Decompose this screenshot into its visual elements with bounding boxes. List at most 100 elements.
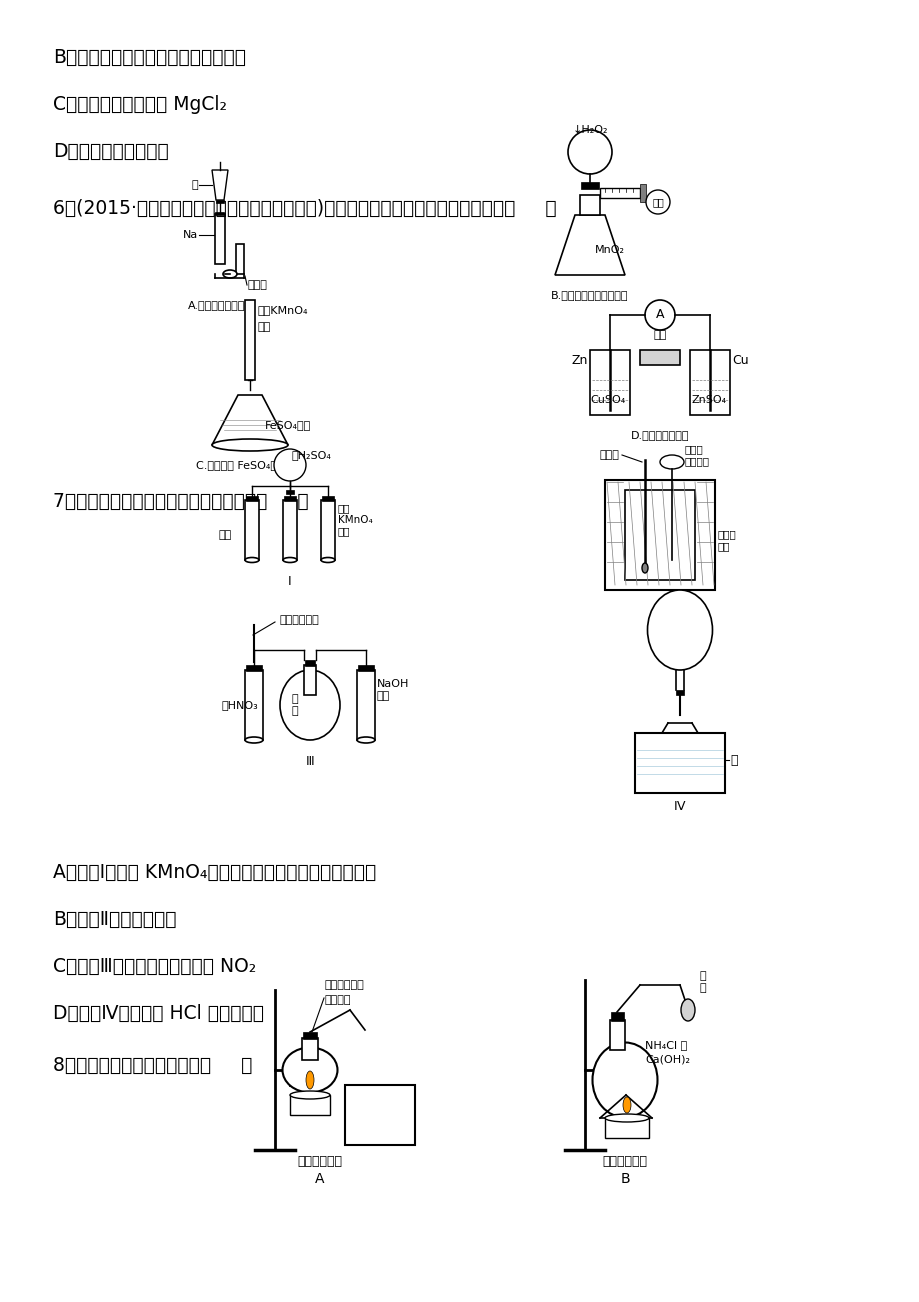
Text: 溶液: 溶液	[257, 322, 271, 332]
Text: A: A	[655, 309, 664, 322]
Bar	[322, 496, 334, 501]
Ellipse shape	[647, 590, 711, 671]
Ellipse shape	[622, 1098, 630, 1113]
Polygon shape	[211, 395, 288, 445]
Text: A．实验Ⅰ：酸性 KMnO₄溶液中出现气泡，且颜色逐渐褪去: A．实验Ⅰ：酸性 KMnO₄溶液中出现气泡，且颜色逐渐褪去	[53, 863, 376, 881]
Text: Cu: Cu	[732, 354, 748, 366]
Text: ZnSO₄: ZnSO₄	[691, 395, 726, 405]
Text: 和碎瓷片: 和碎瓷片	[324, 995, 351, 1005]
Bar	[624, 490, 694, 579]
Text: 8．下列实验装置图正确的是（     ）: 8．下列实验装置图正确的是（ ）	[53, 1056, 253, 1074]
Text: NH₄Cl 和: NH₄Cl 和	[644, 1040, 686, 1049]
Text: ↓H₂O₂: ↓H₂O₂	[572, 125, 607, 135]
Text: 空
气: 空 气	[291, 694, 298, 716]
Text: CuSO₄: CuSO₄	[589, 395, 625, 405]
Text: A.验证反应的热效应: A.验证反应的热效应	[187, 299, 252, 310]
Text: Na: Na	[183, 230, 198, 240]
Ellipse shape	[659, 454, 683, 469]
Ellipse shape	[244, 737, 263, 743]
Circle shape	[274, 449, 306, 480]
Bar	[244, 299, 255, 380]
Text: 可抽动的铜丝: 可抽动的铜丝	[279, 615, 320, 625]
Bar	[640, 184, 645, 202]
Text: B．实验Ⅱ：中和热测定: B．实验Ⅱ：中和热测定	[53, 910, 176, 928]
Ellipse shape	[592, 1043, 657, 1117]
Bar	[357, 671, 375, 740]
Text: NaOH
溶液: NaOH 溶液	[377, 680, 409, 700]
Polygon shape	[554, 215, 624, 275]
Text: 实验室制氨气: 实验室制氨气	[602, 1155, 647, 1168]
Bar	[357, 665, 374, 671]
Ellipse shape	[222, 270, 237, 279]
Ellipse shape	[680, 999, 694, 1021]
Bar	[640, 350, 679, 365]
Text: 蔗糖: 蔗糖	[219, 530, 232, 540]
Text: D.构成铜锌原电池: D.构成铜锌原电池	[630, 430, 688, 440]
Text: 棉
花: 棉 花	[699, 971, 706, 993]
Bar	[305, 660, 314, 667]
Ellipse shape	[321, 557, 335, 562]
Text: 浓HNO₃: 浓HNO₃	[221, 700, 258, 710]
Bar	[283, 500, 297, 560]
Text: C．实验Ⅲ：可用来制取并收集 NO₂: C．实验Ⅲ：可用来制取并收集 NO₂	[53, 957, 256, 975]
Bar	[610, 1012, 623, 1021]
Ellipse shape	[641, 562, 647, 573]
Ellipse shape	[244, 557, 259, 562]
Bar	[244, 671, 263, 740]
Bar	[215, 214, 225, 264]
Ellipse shape	[279, 671, 340, 740]
Ellipse shape	[605, 1115, 648, 1122]
Ellipse shape	[283, 557, 297, 562]
Text: Ⅳ: Ⅳ	[674, 799, 685, 812]
Text: A: A	[315, 1172, 324, 1186]
Bar	[215, 212, 224, 215]
Text: FeSO₄溶液: FeSO₄溶液	[265, 421, 311, 430]
Bar	[581, 182, 598, 189]
Text: Ⅱ: Ⅱ	[656, 605, 663, 618]
Text: B．用装置乙除去氯气中的少量氯化氢: B．用装置乙除去氯气中的少量氯化氢	[53, 48, 246, 66]
Text: B.定量测定化学反应速率: B.定量测定化学反应速率	[550, 290, 628, 299]
Text: 盐桥: 盐桥	[652, 329, 666, 340]
Bar	[302, 1032, 317, 1039]
Text: Zn: Zn	[571, 354, 587, 366]
Bar	[289, 1095, 330, 1115]
Text: 秒表: 秒表	[652, 197, 664, 207]
Ellipse shape	[289, 1091, 330, 1099]
Text: Ⅰ: Ⅰ	[288, 575, 291, 589]
Bar	[636, 745, 722, 783]
Text: 碎泡沫
塑料: 碎泡沫 塑料	[717, 529, 736, 551]
Bar	[284, 496, 296, 501]
Text: C.滴定法测 FeSO₄溶液的浓度: C.滴定法测 FeSO₄溶液的浓度	[196, 460, 303, 470]
Bar	[303, 665, 315, 695]
Bar	[634, 733, 724, 793]
Text: 酸性KMnO₄: 酸性KMnO₄	[257, 305, 308, 315]
Text: Ⅲ: Ⅲ	[305, 755, 314, 768]
Ellipse shape	[357, 737, 375, 743]
Text: 水: 水	[729, 754, 737, 767]
Bar	[599, 187, 640, 198]
Text: D．实验Ⅳ：可用于 HCl 气体的吸收: D．实验Ⅳ：可用于 HCl 气体的吸收	[53, 1004, 264, 1022]
Text: 环形玻
璃搅拌棒: 环形玻 璃搅拌棒	[685, 444, 709, 466]
Text: 酸性
KMnO₄
溶液: 酸性 KMnO₄ 溶液	[337, 504, 372, 536]
Bar	[689, 350, 729, 415]
Text: 红墨水: 红墨水	[248, 280, 267, 290]
Bar	[321, 500, 335, 560]
Bar	[589, 350, 630, 415]
Bar	[245, 665, 262, 671]
Circle shape	[644, 299, 675, 329]
Text: 实验室制乙烯: 实验室制乙烯	[297, 1155, 342, 1168]
Bar	[579, 195, 599, 215]
Bar	[244, 500, 259, 560]
Text: C．用装置丙制取无水 MgCl₂: C．用装置丙制取无水 MgCl₂	[53, 95, 227, 113]
Bar	[675, 690, 683, 695]
Circle shape	[645, 190, 669, 214]
Text: 水: 水	[191, 180, 198, 190]
Text: 酒精、浓硫酸: 酒精、浓硫酸	[324, 980, 364, 990]
Bar	[301, 1038, 318, 1060]
Bar	[236, 243, 244, 273]
Polygon shape	[211, 171, 228, 201]
Bar	[609, 1019, 624, 1049]
Text: 7．下列装置或操作能达到实验目的的是（     ）: 7．下列装置或操作能达到实验目的的是（ ）	[53, 492, 309, 510]
Bar	[245, 496, 257, 501]
Text: MnO₂: MnO₂	[595, 245, 624, 255]
